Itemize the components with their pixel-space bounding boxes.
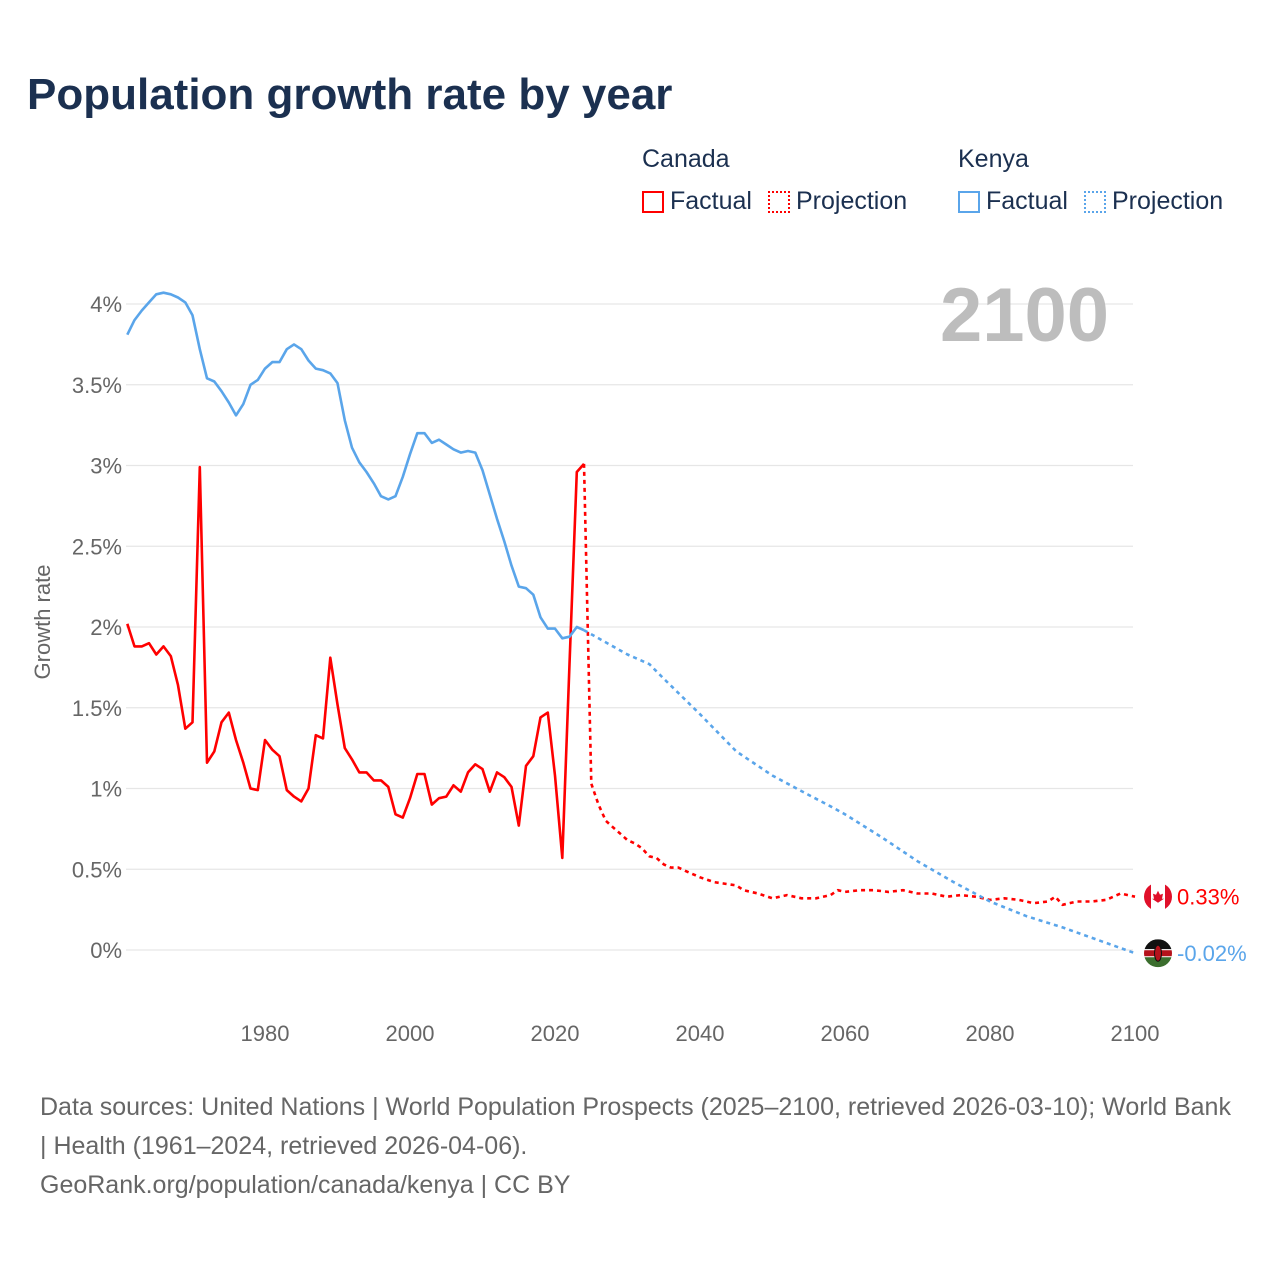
solid-swatch-icon	[958, 190, 980, 213]
y-axis-label: Growth rate	[30, 565, 55, 680]
x-tick-label: 2040	[676, 1021, 725, 1046]
series-line-canada-factual	[126, 463, 585, 860]
legend-kenya: Kenya Factual Projection	[958, 145, 1239, 216]
series-line-kenya-factual	[126, 291, 585, 640]
legend-kenya-projection[interactable]: Projection	[1083, 187, 1224, 216]
y-tick-label: 0.5%	[72, 857, 122, 882]
legend-canada-projection[interactable]: Projection	[767, 187, 908, 216]
series-line-kenya-projection	[583, 629, 1136, 955]
canada-flag-icon	[1144, 882, 1172, 911]
x-tick-label: 2080	[966, 1021, 1015, 1046]
current-year-label: 2100	[940, 273, 1110, 358]
dotted-swatch-icon	[767, 190, 790, 213]
data-sources: Data sources: United Nations | World Pop…	[40, 1093, 1231, 1160]
legend-group-label: Kenya	[958, 145, 1029, 173]
y-tick-label: 3%	[90, 454, 122, 479]
kenya-end-value: -0.02%	[1177, 941, 1247, 966]
x-tick-label: 2060	[821, 1021, 870, 1046]
legend-kenya-factual[interactable]: Factual	[958, 187, 1068, 216]
legend-canada-factual[interactable]: Factual	[642, 187, 752, 216]
credit-link[interactable]: GeoRank.org/population/canada/kenya | CC…	[40, 1171, 571, 1199]
legend-label: Factual	[986, 187, 1068, 215]
y-tick-label: 3.5%	[72, 373, 122, 398]
series-line-canada-projection	[582, 463, 1136, 907]
legend-label: Projection	[795, 187, 908, 215]
dotted-swatch-icon	[1083, 190, 1106, 213]
y-tick-label: 2.5%	[72, 534, 122, 559]
y-tick-label: 1%	[90, 777, 122, 802]
chart-title: Population growth rate by year	[27, 70, 673, 119]
legend-group-label: Canada	[642, 145, 730, 173]
x-tick-label: 2000	[386, 1021, 435, 1046]
x-tick-label: 1980	[241, 1021, 290, 1046]
y-tick-label: 2%	[90, 615, 122, 640]
y-tick-label: 4%	[90, 292, 122, 317]
solid-swatch-icon	[642, 190, 664, 213]
x-tick-label: 2020	[531, 1021, 580, 1046]
x-tick-label: 2100	[1111, 1021, 1160, 1046]
legend-label: Factual	[670, 187, 752, 215]
legend-label: Projection	[1111, 187, 1224, 215]
footer: Data sources: United Nations | World Pop…	[40, 1088, 1240, 1205]
y-tick-label: 1.5%	[72, 696, 122, 721]
kenya-flag-icon	[1144, 939, 1172, 968]
canada-end-value: 0.33%	[1177, 885, 1239, 910]
y-tick-label: 0%	[90, 938, 122, 963]
legend-canada: Canada Factual Projection	[642, 145, 923, 216]
